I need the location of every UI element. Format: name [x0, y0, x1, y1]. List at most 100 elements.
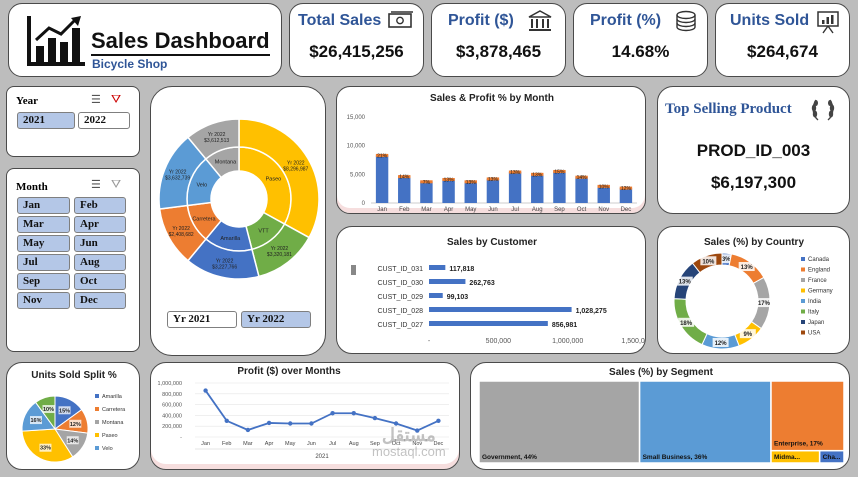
y-tick-label: 1,000,000	[158, 381, 182, 387]
data-label: 13%	[510, 170, 521, 176]
month-option-apr[interactable]: Apr	[74, 216, 126, 233]
month-option-oct[interactable]: Oct	[74, 273, 126, 290]
bar-jan	[375, 155, 389, 203]
header-card: Sales Dashboard Bicycle Shop	[8, 3, 282, 77]
point-apr	[266, 420, 272, 426]
profit-marker-apr	[442, 177, 455, 181]
presentation-chart-icon	[817, 11, 839, 34]
data-label: 13%	[741, 265, 754, 271]
units-sold-split-chart: Units Sold Split % 15% 12% 14% 33% 16%10% Amar…	[21, 370, 126, 463]
point-nov	[415, 428, 420, 433]
legend-label: India	[808, 299, 822, 305]
month-option-jan[interactable]: Jan	[17, 197, 70, 214]
coins-icon	[676, 10, 696, 32]
data-label-bg	[676, 276, 693, 286]
x-tick-label: Jun	[488, 207, 498, 213]
multi-select-icon[interactable]: ☰	[91, 179, 101, 191]
bar-sep	[553, 171, 566, 203]
multi-select-icon[interactable]: ☰	[91, 94, 101, 106]
data-label: 16%	[30, 418, 41, 424]
bar-cust_id_030	[429, 279, 466, 284]
data-label: 15%	[554, 169, 565, 175]
x-tick-label: Dec	[621, 207, 632, 213]
legend-swatch	[801, 299, 805, 303]
x-tick-label: Jul	[511, 207, 519, 213]
segment-label: Cha...	[823, 454, 841, 461]
sunburst-outer-label: Yr 2022	[287, 160, 305, 166]
data-label: 10%	[599, 184, 610, 190]
data-label: 13%	[679, 280, 692, 286]
year-option-2021[interactable]: 2021	[17, 112, 75, 129]
sunburst-outer-paseo	[238, 118, 320, 239]
clear-filter-icon[interactable]: ⛛	[111, 177, 122, 191]
month-option-nov[interactable]: Nov	[17, 292, 70, 309]
year-slicer-title: Year	[16, 95, 38, 107]
sales-by-country-card: Sales (%) by Country 3% 13% 17% 9% 12% 18% 13% 1…	[657, 226, 850, 354]
sunburst-year-2021[interactable]: Yr 2021	[167, 311, 237, 328]
bar-apr	[442, 179, 455, 203]
bar-mar	[420, 181, 433, 203]
month-option-feb[interactable]: Feb	[74, 197, 126, 214]
sunburst-outer-label: Yr 2022	[169, 170, 187, 176]
bar-chart-logo-icon	[27, 16, 85, 66]
data-label: 1,028,275	[576, 308, 607, 315]
x-tick-label: Apr	[444, 207, 453, 213]
month-option-aug[interactable]: Aug	[74, 254, 126, 271]
data-label: 12%	[715, 341, 728, 347]
legend-label: USA	[808, 331, 820, 337]
customer-label: CUST_ID_030	[377, 280, 423, 287]
sales-profit-month-chart: Sales & Profit % by Month 0 5,000 10,000 15,…	[347, 93, 637, 213]
kpi-units-sold: Units Sold $264,674	[715, 3, 850, 77]
legend-label: Canada	[808, 257, 830, 263]
month-option-jul[interactable]: Jul	[17, 254, 70, 271]
point-jul	[330, 411, 335, 416]
data-label: 33%	[40, 446, 51, 452]
month-option-may[interactable]: May	[17, 235, 70, 252]
profit-marker-jun	[486, 177, 500, 181]
year-option-2022[interactable]: 2022	[78, 112, 130, 129]
bar-aug	[531, 174, 544, 203]
sales-profit-month-card: Sales & Profit % by Month 0 5,000 10,000 15,…	[336, 86, 646, 214]
bar-jun	[486, 178, 500, 203]
x-tick-label: Aug	[349, 441, 359, 447]
profit-over-months-chart: Profit ($) over Months - 200,000 400,000 600…	[158, 366, 449, 460]
data-label: 7%	[423, 180, 431, 186]
scroll-handle	[351, 265, 356, 275]
month-option-dec[interactable]: Dec	[74, 292, 126, 309]
point-may	[288, 421, 293, 426]
watermark-text: mostaql.com	[372, 444, 446, 459]
month-option-jun[interactable]: Jun	[74, 235, 126, 252]
legend-swatch	[95, 446, 99, 450]
data-label: 12%	[621, 186, 632, 192]
customer-label: CUST_ID_028	[377, 308, 423, 315]
data-label: 18%	[680, 321, 693, 327]
watermark: مستقل mostaql.com	[372, 426, 446, 459]
sunburst-outer-value: $3,612,513	[204, 138, 229, 144]
x-tick-label: Mar	[243, 441, 253, 447]
x-tick-label: May	[465, 207, 476, 213]
point-mar	[245, 427, 251, 433]
point-feb	[224, 418, 229, 423]
sunburst-outer-montana	[186, 118, 240, 160]
x-tick-label: Jan	[377, 207, 387, 213]
profit-marker-feb	[398, 175, 411, 179]
data-label: 12%	[70, 422, 81, 428]
y-tick-label: -	[180, 435, 182, 441]
sunburst-inner-label: Amarilla	[220, 236, 241, 242]
x-tick-label: Dec	[434, 441, 444, 447]
data-label: 13%	[488, 177, 499, 183]
x-tick-label: 1,500,000	[621, 338, 646, 345]
sales-by-segment-card: Sales (%) by Segment Government, 44% Small…	[470, 362, 850, 470]
profit-marker-may	[464, 180, 477, 184]
segment-0	[478, 380, 641, 464]
x-tick-label: -	[428, 338, 431, 345]
sunburst-outer-value: $8,296,987	[283, 166, 308, 172]
data-label: 17%	[758, 301, 771, 307]
data-label-bg	[69, 419, 82, 428]
month-option-mar[interactable]: Mar	[17, 216, 70, 233]
clear-filter-icon[interactable]: ⛛	[111, 92, 122, 106]
month-option-sep[interactable]: Sep	[17, 273, 70, 290]
dashboard-subtitle: Bicycle Shop	[92, 55, 270, 71]
sunburst-year-2022[interactable]: Yr 2022	[241, 311, 311, 328]
kpi-units-sold-label: Units Sold	[730, 12, 810, 29]
